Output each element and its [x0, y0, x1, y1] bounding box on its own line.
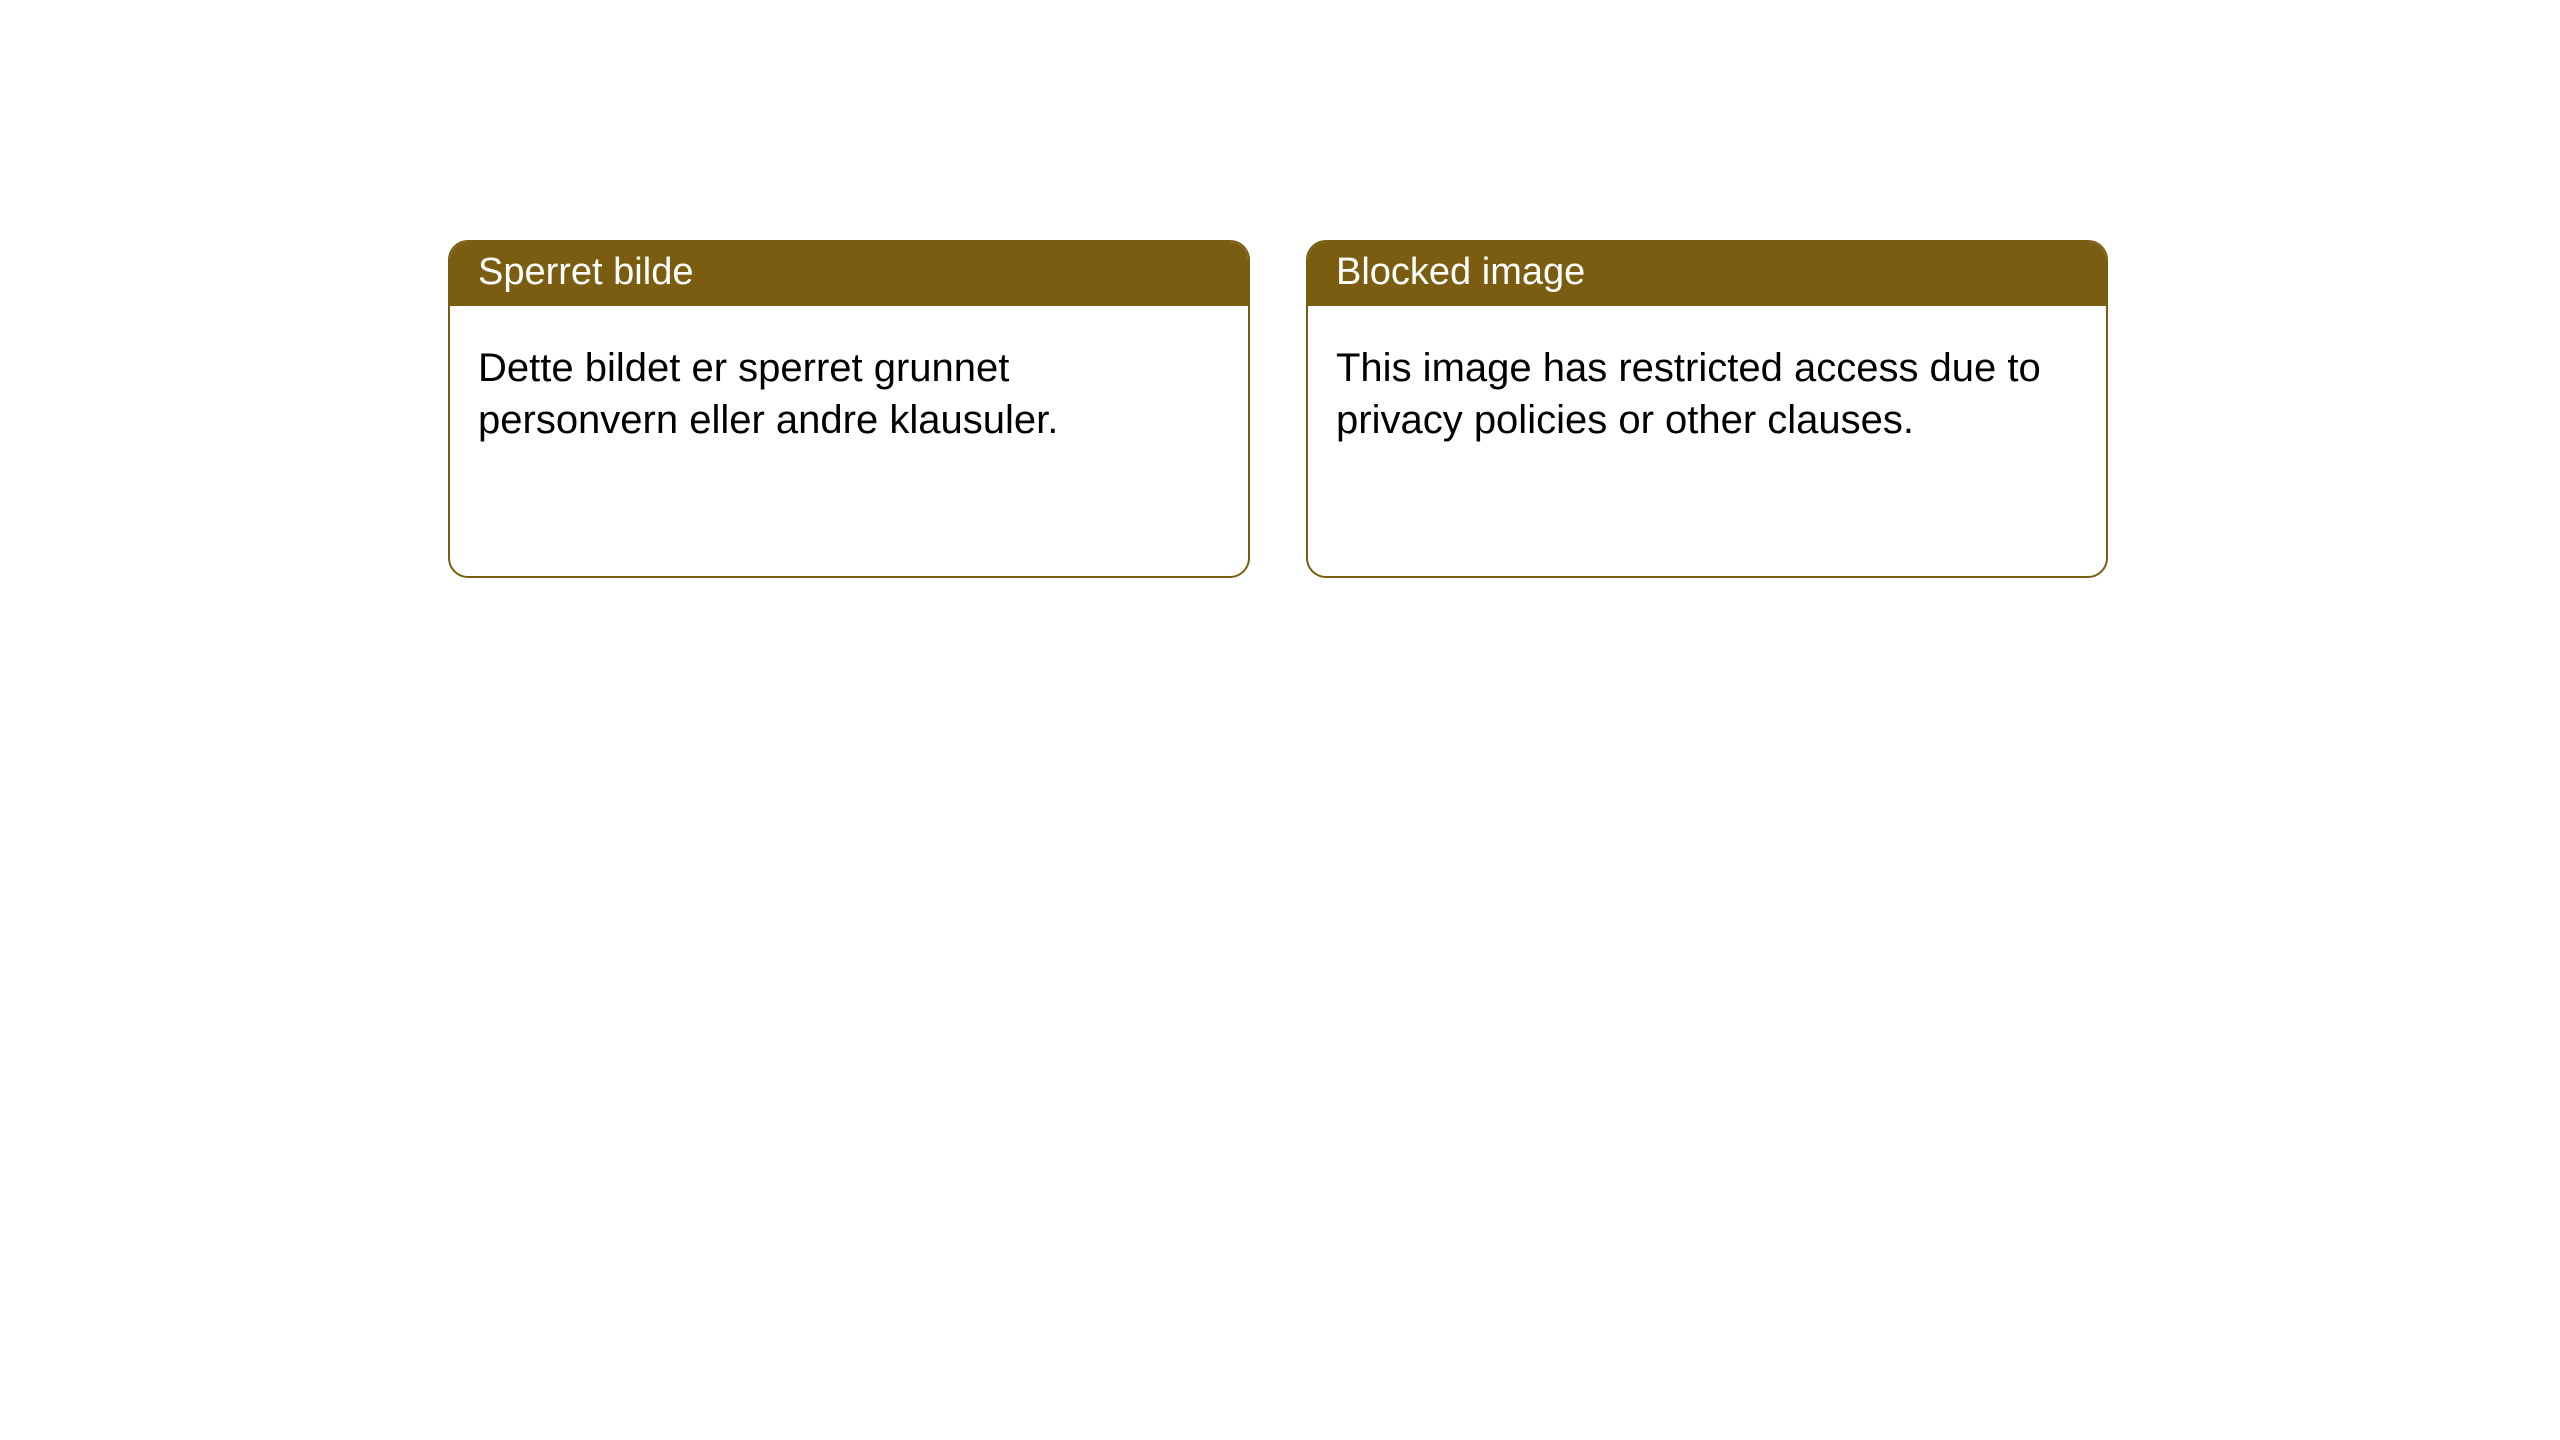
- notice-title: Sperret bilde: [450, 242, 1248, 306]
- notice-box-norwegian: Sperret bilde Dette bildet er sperret gr…: [448, 240, 1250, 578]
- notice-body: Dette bildet er sperret grunnet personve…: [450, 306, 1248, 576]
- notice-title: Blocked image: [1308, 242, 2106, 306]
- notice-body: This image has restricted access due to …: [1308, 306, 2106, 576]
- notices-container: Sperret bilde Dette bildet er sperret gr…: [448, 240, 2108, 578]
- notice-box-english: Blocked image This image has restricted …: [1306, 240, 2108, 578]
